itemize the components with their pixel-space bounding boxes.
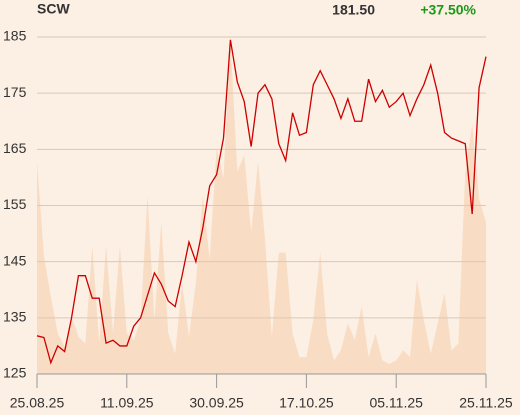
y-tick-label: 135 — [3, 309, 27, 325]
x-tick-label: 05.11.25 — [369, 395, 423, 411]
price: 181.50 — [332, 2, 375, 18]
x-tick-label: 25.08.25 — [10, 395, 65, 411]
ticker: SCW — [37, 1, 70, 17]
y-tick-label: 155 — [3, 196, 27, 212]
y-tick-label: 125 — [3, 365, 27, 381]
y-tick-label: 165 — [3, 140, 27, 156]
y-tick-label: 175 — [3, 84, 27, 100]
x-tick-label: 30.09.25 — [189, 395, 244, 411]
price-line — [36, 39, 487, 365]
x-tick-label: 11.09.25 — [100, 395, 154, 411]
x-tick-label: 25.11.25 — [459, 395, 513, 411]
volume-area — [37, 40, 486, 375]
y-tick-label: 145 — [3, 252, 27, 268]
change: +37.50% — [420, 2, 476, 18]
y-tick-label: 185 — [3, 28, 27, 44]
x-tick-label: 17.10.25 — [279, 395, 334, 411]
